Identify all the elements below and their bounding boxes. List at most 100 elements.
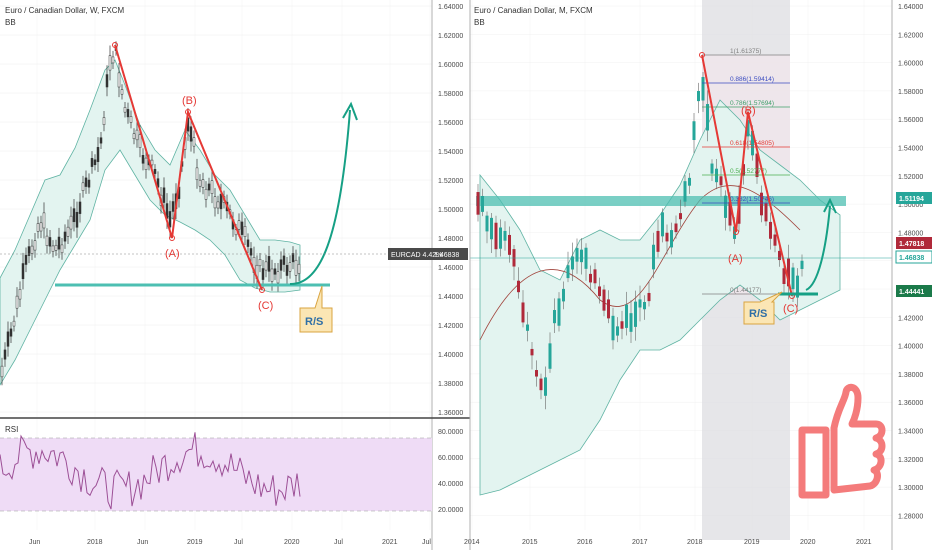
- time-tick-label: 2018: [87, 539, 103, 546]
- price-tick-label: 1.36000: [438, 410, 463, 417]
- rsi-tick-label: 20.0000: [438, 507, 463, 514]
- candle-body: [105, 74, 109, 88]
- candle-body: [3, 349, 7, 360]
- candle-body: [688, 177, 691, 186]
- candle-body: [602, 289, 606, 311]
- candle-body: [634, 301, 637, 327]
- candle-body: [126, 109, 130, 118]
- left-rsi-pane[interactable]: RSI 80.0000 60.0000 40.0000 20.0000: [0, 417, 470, 514]
- fib-label: 1(1.61375): [730, 48, 761, 55]
- candle-body: [575, 248, 579, 262]
- candle-body: [267, 256, 271, 272]
- candle-body: [607, 299, 610, 319]
- candle-body: [593, 269, 597, 284]
- candle-body: [246, 239, 250, 247]
- price-tick-label: 1.28000: [898, 513, 923, 520]
- arrow-head-icon: [342, 101, 358, 121]
- candle-body: [204, 188, 208, 200]
- right-time-axis[interactable]: 2014 2015 2016 2017 2018 2019 2020 2021: [464, 539, 872, 546]
- candle-body: [18, 288, 22, 300]
- wave-point: [259, 287, 265, 293]
- candle-body: [625, 304, 628, 328]
- price-tick-label: 1.62000: [898, 32, 923, 39]
- candle-body: [616, 326, 619, 336]
- time-tick-label: 2020: [800, 539, 816, 546]
- candle-body: [30, 245, 34, 254]
- left-projection-arrow[interactable]: [289, 109, 351, 286]
- right-indicator-label: BB: [474, 18, 485, 27]
- candle-body: [207, 183, 211, 191]
- candle-body: [742, 164, 745, 176]
- price-tag-value: 1.47818: [899, 241, 924, 248]
- right-monthly-chart[interactable]: 1(1.61375) 0.886(1.59414) 0.786(1.57694) 0.…: [464, 0, 932, 550]
- candle-body: [503, 230, 507, 241]
- candle-body: [285, 264, 289, 276]
- left-rs-callout[interactable]: [299, 285, 333, 333]
- candle-body: [168, 211, 172, 228]
- time-tick-label: 2015: [522, 539, 538, 546]
- candle-body: [249, 248, 253, 256]
- candle-body: [548, 343, 552, 369]
- candle-body: [656, 230, 660, 252]
- candle-body: [647, 292, 651, 302]
- candle-body: [787, 258, 790, 287]
- candle-body: [60, 244, 64, 254]
- price-tag: [895, 250, 932, 264]
- candle-body: [294, 259, 298, 276]
- candle-body: [45, 235, 49, 246]
- candle-body: [544, 377, 547, 396]
- candle-body: [566, 265, 570, 279]
- price-tick-label: 1.30000: [898, 485, 923, 492]
- price-tick-label: 1.32000: [898, 457, 923, 464]
- candle-body: [279, 259, 283, 271]
- candle-body: [769, 221, 772, 239]
- candle-body: [258, 259, 262, 267]
- candle-body: [36, 223, 40, 232]
- candle-body: [12, 320, 16, 327]
- candle-body: [21, 263, 25, 280]
- left-abc-wave[interactable]: [114, 44, 263, 291]
- price-tag-value: 1.44441: [899, 289, 924, 296]
- candle-body: [87, 179, 91, 188]
- candle-body: [210, 180, 214, 194]
- candle-body: [123, 107, 127, 113]
- candle-body: [0, 365, 4, 378]
- candle-body: [665, 232, 669, 242]
- left-time-axis[interactable]: Jun 2018 Jun 2019 Jul 2020 Jul 2021 Jul: [29, 539, 431, 546]
- right-projection-arrow[interactable]: [805, 205, 831, 291]
- candle-body: [679, 213, 682, 220]
- candle-body: [138, 134, 142, 148]
- candle-body: [692, 121, 696, 141]
- time-tick-label: 2018: [687, 539, 703, 546]
- resistance-zone[interactable]: [476, 196, 846, 206]
- candle-body: [237, 220, 241, 230]
- candle-body: [243, 226, 247, 237]
- candle-body: [539, 378, 543, 391]
- candle-body: [201, 179, 205, 188]
- arrow-head-icon: [823, 197, 837, 214]
- price-tick-label: 1.60000: [438, 62, 463, 69]
- wave-label-b: (B): [182, 95, 197, 107]
- candle-body: [494, 222, 498, 250]
- time-tick-label: 2017: [632, 539, 648, 546]
- candle-body: [96, 147, 100, 163]
- candle-body: [773, 234, 777, 246]
- right-price-axis[interactable]: 1.64000 1.62000 1.60000 1.58000 1.56000 1.540…: [898, 4, 923, 520]
- candle-body: [589, 273, 592, 283]
- candle-body: [81, 182, 85, 191]
- left-price-axis[interactable]: 1.64000 1.62000 1.60000 1.58000 1.56000 1.540…: [438, 4, 463, 417]
- price-tick-label: 1.46000: [438, 265, 463, 272]
- price-tick-label: 1.58000: [438, 91, 463, 98]
- candle-body: [6, 331, 10, 347]
- right-abc-wave[interactable]: [701, 54, 793, 297]
- candle-body: [490, 217, 493, 240]
- candle-body: [150, 159, 154, 166]
- price-tick-label: 1.42000: [438, 323, 463, 330]
- candle-body: [755, 153, 759, 178]
- candle-body: [670, 230, 673, 248]
- candle-body: [129, 116, 133, 123]
- price-tick-label: 1.40000: [438, 352, 463, 359]
- fib-label: 0(1.44177): [730, 287, 761, 294]
- time-tick-label: Jul: [234, 539, 243, 546]
- right-rs-callout[interactable]: [743, 291, 783, 325]
